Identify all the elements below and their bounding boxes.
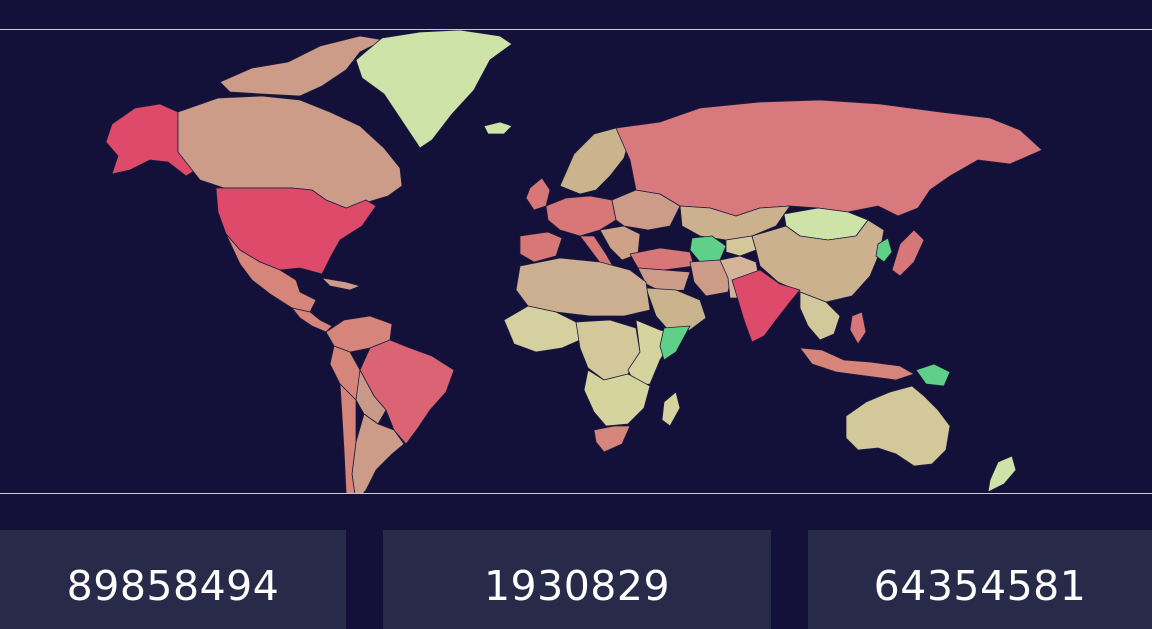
country-mexico[interactable] [225,233,317,313]
world-map-panel [0,29,1152,494]
country-uzbekistan[interactable] [725,235,757,257]
country-chile[interactable] [339,383,364,494]
country-iberia[interactable] [519,231,563,263]
country-kazakhstan[interactable] [679,205,791,241]
country-philippines[interactable] [849,311,867,345]
country-australia[interactable] [845,385,951,467]
country-south-africa[interactable] [593,425,631,453]
country-canada-arctic-islands[interactable] [219,35,385,97]
country-new-zealand[interactable] [987,455,1017,493]
stat-value-1: 89858494 [66,561,280,610]
country-arabia[interactable] [645,287,707,333]
country-scandinavia[interactable] [559,127,631,195]
stat-card-1: 89858494 [0,530,346,629]
country-india[interactable] [731,269,801,343]
country-central-america[interactable] [291,307,333,333]
country-southeast-asia[interactable] [799,291,841,341]
country-turkey[interactable] [629,247,695,271]
stat-value-3: 64354581 [873,561,1087,610]
country-iceland[interactable] [483,121,513,135]
stat-card-3: 64354581 [808,530,1152,629]
country-southern-africa[interactable] [583,369,651,427]
stat-card-2: 1930829 [383,530,771,629]
country-greenland[interactable] [355,30,513,149]
country-china[interactable] [751,219,885,303]
country-madagascar[interactable] [661,391,681,427]
country-russia[interactable] [615,99,1043,217]
country-turkmenistan[interactable] [689,235,727,263]
country-alaska[interactable] [105,103,197,177]
country-japan[interactable] [891,229,925,277]
stat-value-2: 1930829 [483,561,671,610]
country-north-africa[interactable] [515,257,651,317]
country-somalia[interactable] [659,325,691,361]
country-caribbean[interactable] [321,277,361,291]
country-uk-ireland[interactable] [525,177,551,211]
world-map [105,30,1043,494]
country-western-europe[interactable] [545,195,617,237]
country-indonesia[interactable] [799,347,915,381]
country-papua-new-guinea[interactable] [915,363,951,387]
country-korea[interactable] [875,237,893,263]
